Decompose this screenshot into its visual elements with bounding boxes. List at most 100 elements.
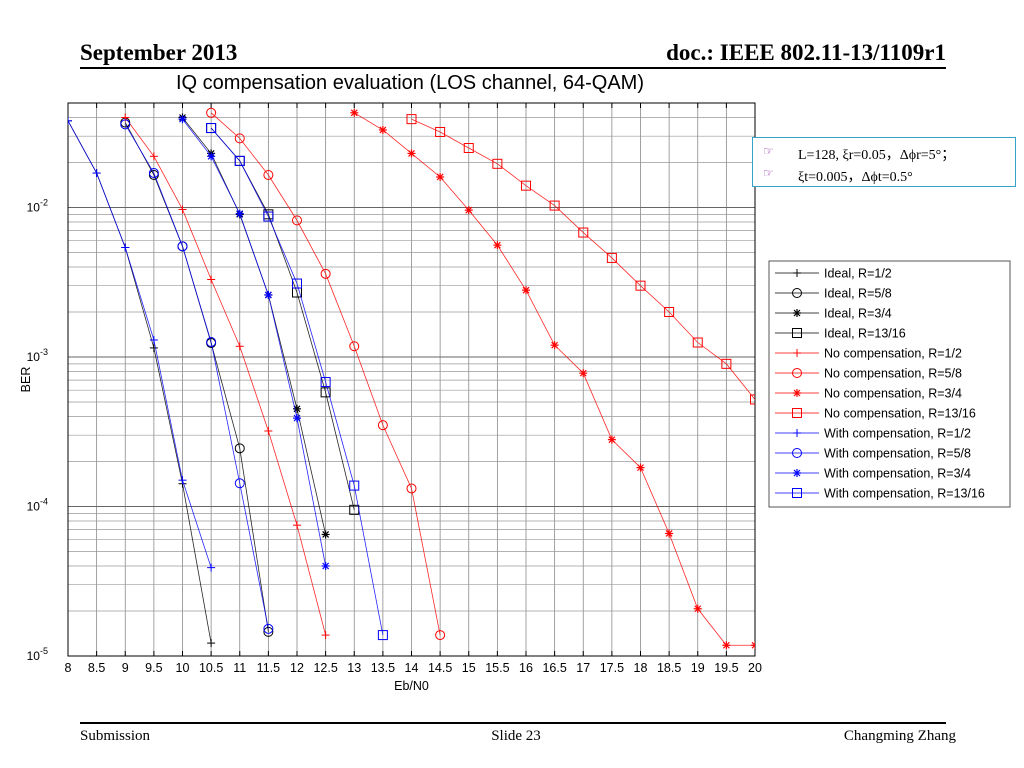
marker-stroke bbox=[721, 358, 732, 369]
marker-stroke bbox=[292, 215, 302, 226]
data-point bbox=[264, 290, 273, 299]
marker-stroke bbox=[722, 641, 730, 649]
data-point bbox=[178, 476, 187, 485]
series-with-compensation-r-13-16 bbox=[206, 123, 388, 641]
x-tick-label: 10 bbox=[176, 661, 190, 675]
x-axis-label: Eb/N0 bbox=[394, 679, 429, 693]
data-point bbox=[178, 205, 187, 214]
marker-stroke bbox=[206, 123, 217, 134]
data-point bbox=[321, 561, 330, 570]
x-tick-label: 18 bbox=[634, 661, 648, 675]
x-tick-label: 15.5 bbox=[485, 661, 509, 675]
legend-marker bbox=[793, 269, 801, 277]
note-row: ☞ ξt=0.005，Δϕt=0.5° bbox=[753, 166, 1015, 186]
marker-stroke bbox=[234, 443, 245, 454]
marker-stroke bbox=[792, 288, 802, 298]
data-point bbox=[292, 278, 302, 289]
marker-stroke bbox=[406, 114, 417, 125]
legend-entry: Ideal, R=3/4 bbox=[775, 307, 892, 321]
marker-stroke bbox=[207, 152, 215, 160]
marker-stroke bbox=[521, 180, 531, 191]
data-point bbox=[207, 563, 216, 572]
x-tick-label: 15 bbox=[462, 661, 476, 675]
legend-label: With compensation, R=1/2 bbox=[824, 427, 971, 441]
data-point bbox=[579, 369, 588, 378]
marker-stroke bbox=[793, 389, 801, 397]
legend-marker bbox=[792, 328, 802, 338]
marker-stroke bbox=[322, 531, 330, 538]
data-point bbox=[378, 125, 387, 134]
marker-stroke bbox=[264, 291, 272, 299]
data-point bbox=[607, 435, 616, 444]
legend-entry: Ideal, R=13/16 bbox=[775, 327, 906, 341]
x-tick-label: 19 bbox=[691, 661, 705, 675]
data-point bbox=[435, 630, 446, 641]
series-line bbox=[124, 124, 269, 629]
x-tick-label: 14.5 bbox=[428, 661, 452, 675]
footer-slide-number: Slide 23 bbox=[491, 728, 541, 744]
data-point bbox=[121, 243, 130, 252]
legend-marker bbox=[792, 408, 802, 418]
data-point bbox=[349, 341, 360, 352]
data-point bbox=[406, 114, 417, 125]
x-tick-label: 17.5 bbox=[600, 661, 624, 675]
marker-stroke bbox=[206, 107, 217, 118]
marker-stroke bbox=[751, 644, 755, 649]
legend-entry: No compensation, R=13/16 bbox=[775, 407, 976, 421]
marker-stroke bbox=[377, 420, 388, 431]
legend-label: Ideal, R=3/4 bbox=[824, 307, 892, 321]
marker-stroke bbox=[792, 448, 802, 458]
marker-stroke bbox=[234, 478, 245, 489]
marker-stroke bbox=[635, 280, 646, 291]
legend-label: With compensation, R=5/8 bbox=[824, 447, 971, 461]
legend-label: No compensation, R=13/16 bbox=[824, 407, 976, 421]
marker-stroke bbox=[292, 278, 302, 289]
marker-stroke bbox=[551, 341, 559, 349]
parameter-note-box: ☞ L=128, ξr=0.05，Δϕr=5°； ☞ ξt=0.005，Δϕt=… bbox=[752, 137, 1016, 187]
data-point bbox=[293, 521, 301, 530]
data-point bbox=[350, 108, 359, 117]
marker-stroke bbox=[320, 268, 331, 279]
legend-entry: No compensation, R=3/4 bbox=[775, 387, 962, 401]
marker-stroke bbox=[465, 206, 473, 214]
data-point bbox=[68, 116, 72, 125]
legend-label: With compensation, R=13/16 bbox=[824, 487, 985, 501]
marker-stroke bbox=[293, 414, 301, 422]
marker-stroke bbox=[206, 336, 217, 347]
data-point bbox=[349, 480, 360, 491]
data-point bbox=[149, 335, 158, 344]
marker-stroke bbox=[751, 641, 755, 647]
series-line bbox=[210, 127, 384, 636]
series-with-compensation-r-5-8 bbox=[120, 119, 274, 634]
data-point bbox=[635, 280, 646, 291]
series-with-compensation-r-3-4 bbox=[178, 115, 330, 570]
data-point bbox=[235, 342, 244, 351]
data-point bbox=[234, 155, 245, 166]
marker-stroke bbox=[579, 369, 587, 377]
header-doc-id: doc.: IEEE 802.11-13/1109r1 bbox=[666, 40, 946, 65]
legend-marker bbox=[792, 368, 802, 378]
legend-box bbox=[768, 260, 1011, 508]
legend-marker bbox=[793, 349, 801, 357]
data-point bbox=[722, 641, 731, 650]
data-point bbox=[664, 306, 675, 317]
y-tick-label: 10-5 bbox=[27, 646, 48, 663]
marker-stroke bbox=[236, 210, 244, 218]
x-tick-label: 8 bbox=[65, 661, 72, 675]
data-point bbox=[206, 336, 217, 347]
data-point bbox=[549, 200, 560, 211]
marker-stroke bbox=[263, 623, 274, 634]
marker-stroke bbox=[692, 337, 703, 348]
data-point bbox=[321, 631, 330, 640]
data-point bbox=[207, 275, 216, 284]
data-point bbox=[377, 630, 388, 641]
marker-stroke bbox=[349, 341, 360, 352]
x-tick-label: 12.5 bbox=[313, 661, 337, 675]
data-point bbox=[436, 172, 445, 181]
data-point bbox=[234, 133, 245, 144]
legend-marker bbox=[792, 488, 802, 498]
marker-stroke bbox=[793, 309, 801, 317]
legend-marker bbox=[793, 429, 801, 437]
data-point bbox=[177, 241, 188, 252]
marker-stroke bbox=[406, 483, 417, 494]
